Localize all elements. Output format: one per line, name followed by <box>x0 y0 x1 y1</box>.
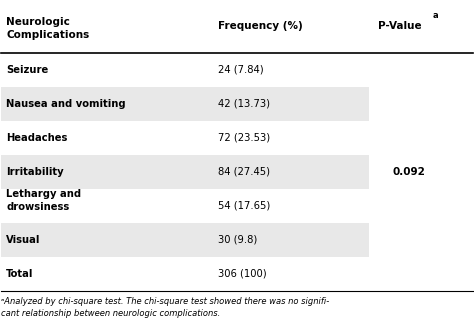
Text: 306 (100): 306 (100) <box>218 269 267 279</box>
Text: Neurologic
Complications: Neurologic Complications <box>6 18 90 40</box>
Text: Lethargy and
drowsiness: Lethargy and drowsiness <box>6 189 81 212</box>
Text: Frequency (%): Frequency (%) <box>218 21 303 31</box>
Text: 72 (23.53): 72 (23.53) <box>218 133 270 143</box>
Text: 30 (9.8): 30 (9.8) <box>218 235 257 245</box>
Text: Nausea and vomiting: Nausea and vomiting <box>6 99 126 109</box>
Text: Irritability: Irritability <box>6 167 64 177</box>
Text: Visual: Visual <box>6 235 40 245</box>
Text: a: a <box>433 11 438 20</box>
Text: 42 (13.73): 42 (13.73) <box>218 99 270 109</box>
Text: 0.092: 0.092 <box>392 167 425 177</box>
Text: 24 (7.84): 24 (7.84) <box>218 65 264 75</box>
Text: 84 (27.45): 84 (27.45) <box>218 167 270 177</box>
Text: P-Value: P-Value <box>378 21 426 31</box>
FancyBboxPatch shape <box>1 223 369 257</box>
FancyBboxPatch shape <box>1 155 369 189</box>
Text: ᵃAnalyzed by chi-square test. The chi-square test showed there was no signifi-
c: ᵃAnalyzed by chi-square test. The chi-sq… <box>1 297 329 318</box>
Text: Total: Total <box>6 269 34 279</box>
FancyBboxPatch shape <box>1 87 369 121</box>
Text: 54 (17.65): 54 (17.65) <box>218 201 270 211</box>
Text: Headaches: Headaches <box>6 133 67 143</box>
Text: Seizure: Seizure <box>6 65 48 75</box>
